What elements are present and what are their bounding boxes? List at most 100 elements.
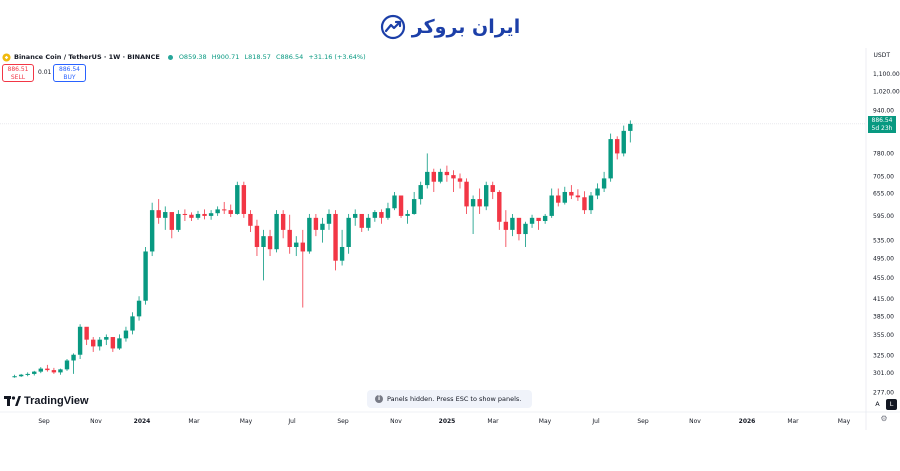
buy-button[interactable]: 886.54 BUY <box>53 64 86 82</box>
candle-body[interactable] <box>615 139 620 154</box>
candle-body[interactable] <box>556 195 561 203</box>
symbol-title[interactable]: Binance Coin / TetherUS · 1W · BINANCE <box>14 53 160 61</box>
candle-body[interactable] <box>608 139 613 179</box>
candle-body[interactable] <box>149 210 155 252</box>
candle-body[interactable] <box>339 246 345 261</box>
candle-body[interactable] <box>575 195 581 198</box>
candle-body[interactable] <box>248 213 253 226</box>
gear-icon[interactable]: ⚙ <box>880 414 888 423</box>
candle-body[interactable] <box>143 251 148 301</box>
candle-body[interactable] <box>64 360 70 370</box>
candle-body[interactable] <box>222 209 227 211</box>
candle-body[interactable] <box>569 191 574 196</box>
candle-body[interactable] <box>542 215 548 221</box>
candle-body[interactable] <box>32 371 37 374</box>
candle-body[interactable] <box>601 178 607 189</box>
candle-body[interactable] <box>392 195 397 209</box>
candle-body[interactable] <box>503 221 509 230</box>
candle-body[interactable] <box>320 223 325 230</box>
candle-body[interactable] <box>516 217 522 235</box>
candle-body[interactable] <box>307 217 312 252</box>
candle-body[interactable] <box>497 191 502 222</box>
candle-body[interactable] <box>359 213 364 228</box>
candle-body[interactable] <box>379 212 384 218</box>
candle-body[interactable] <box>104 337 109 340</box>
candle-body[interactable] <box>169 212 174 230</box>
candle-body[interactable] <box>425 171 430 186</box>
tradingview-logo[interactable]: TradingView <box>4 395 89 407</box>
candle-body[interactable] <box>523 223 528 235</box>
candle-body[interactable] <box>418 185 423 200</box>
candle-body[interactable] <box>18 374 24 377</box>
log-scale-button[interactable]: L <box>886 399 897 410</box>
candle-body[interactable] <box>457 178 463 182</box>
candle-body[interactable] <box>353 213 358 218</box>
candle-body[interactable] <box>163 212 168 218</box>
candle-body[interactable] <box>38 368 43 372</box>
candle-body[interactable] <box>438 171 443 182</box>
candle-body[interactable] <box>77 326 83 355</box>
candle-body[interactable] <box>444 171 450 176</box>
candle-body[interactable] <box>71 354 76 361</box>
candle-body[interactable] <box>51 370 57 373</box>
candle-body[interactable] <box>385 208 391 218</box>
candle-body[interactable] <box>241 185 247 214</box>
candle-body[interactable] <box>628 123 633 131</box>
candle-body[interactable] <box>398 195 404 216</box>
candle-body[interactable] <box>529 217 535 224</box>
candle-body[interactable] <box>84 326 89 340</box>
candle-body[interactable] <box>267 236 273 250</box>
candle-body[interactable] <box>582 197 587 211</box>
candle-body[interactable] <box>110 337 116 349</box>
candle-body[interactable] <box>280 213 286 230</box>
candle-body[interactable] <box>12 376 17 378</box>
candle-body[interactable] <box>136 300 142 317</box>
candle-body[interactable] <box>176 213 181 230</box>
candle-body[interactable] <box>97 339 102 347</box>
candle-body[interactable] <box>366 217 371 228</box>
candle-body[interactable] <box>372 212 378 218</box>
candle-body[interactable] <box>117 338 122 349</box>
candle-body[interactable] <box>562 191 567 203</box>
candle-body[interactable] <box>470 199 476 207</box>
candle-body[interactable] <box>91 339 96 347</box>
candle-body[interactable] <box>621 130 626 154</box>
sell-button[interactable]: 886.51 SELL <box>2 64 34 82</box>
auto-scale-button[interactable]: A <box>875 400 880 408</box>
candle-body[interactable] <box>477 199 482 207</box>
candle-body[interactable] <box>287 229 292 247</box>
candle-body[interactable] <box>208 213 214 216</box>
candle-body[interactable] <box>261 236 266 247</box>
candle-body[interactable] <box>195 213 201 218</box>
candle-body[interactable] <box>45 368 50 371</box>
candle-body[interactable] <box>130 316 135 331</box>
candle-body[interactable] <box>346 217 351 247</box>
candle-body[interactable] <box>294 242 299 247</box>
candle-body[interactable] <box>464 181 469 207</box>
candle-body[interactable] <box>202 213 207 216</box>
candle-body[interactable] <box>326 213 332 224</box>
candle-body[interactable] <box>484 185 489 207</box>
candle-body[interactable] <box>333 213 338 261</box>
candle-body[interactable] <box>25 373 30 375</box>
candle-body[interactable] <box>182 213 188 215</box>
candle-body[interactable] <box>123 330 129 339</box>
currency-unit-selector[interactable]: USDT <box>873 52 891 59</box>
candle-body[interactable] <box>58 369 63 373</box>
candle-body[interactable] <box>228 210 233 214</box>
candle-body[interactable] <box>431 171 436 182</box>
candle-body[interactable] <box>313 217 319 230</box>
candle-body[interactable] <box>595 188 600 196</box>
candle-body[interactable] <box>274 213 279 250</box>
candle-body[interactable] <box>490 185 495 192</box>
candle-body[interactable] <box>510 217 515 230</box>
candle-body[interactable] <box>189 214 194 218</box>
panels-hidden-toast[interactable]: i Panels hidden. Press ESC to show panel… <box>367 390 532 408</box>
candle-body[interactable] <box>549 195 554 216</box>
candle-body[interactable] <box>588 195 594 211</box>
candle-body[interactable] <box>451 175 456 179</box>
candle-body[interactable] <box>254 225 260 247</box>
candle-body[interactable] <box>235 185 240 214</box>
candle-body[interactable] <box>156 210 161 218</box>
